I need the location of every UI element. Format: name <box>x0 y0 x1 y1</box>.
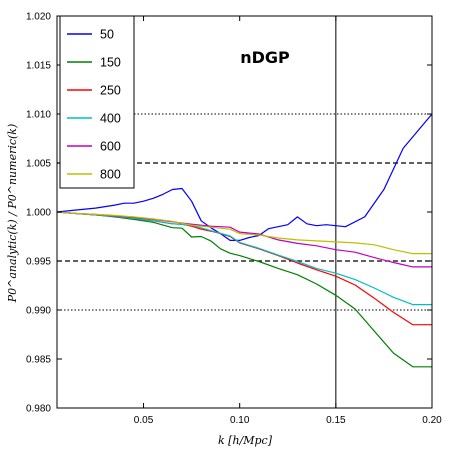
series-line-400 <box>56 211 432 306</box>
chart-title: nDGP <box>240 48 290 67</box>
legend: 50 150 250 400 600 800 <box>59 15 135 189</box>
y-tick-label: 0.995 <box>26 257 51 268</box>
series-line-150 <box>56 211 432 368</box>
legend-label-400: 400 <box>100 112 121 126</box>
y-tick-label: 1.010 <box>26 110 51 121</box>
legend-label-800: 800 <box>100 168 121 182</box>
x-tick-label: 0.10 <box>230 415 250 426</box>
x-tick-label: 0.20 <box>422 415 442 426</box>
legend-label-50: 50 <box>100 28 114 42</box>
x-tick-label: 0.05 <box>134 415 154 426</box>
y-tick-label: 1.020 <box>26 12 51 23</box>
y-axis-label: P0^analytic(k) / P0^numeric(k) <box>6 124 19 304</box>
series-layer <box>56 113 433 368</box>
y-tick-label: 0.985 <box>26 355 51 366</box>
y-tick-label: 0.980 <box>26 404 51 415</box>
x-tick-label: 0.15 <box>326 415 346 426</box>
reference-lines <box>57 16 432 408</box>
series-line-800 <box>56 211 432 255</box>
y-tick-label: 1.005 <box>26 159 51 170</box>
y-tick-label: 0.990 <box>26 306 51 317</box>
legend-label-600: 600 <box>100 140 121 154</box>
legend-label-150: 150 <box>100 56 121 70</box>
y-tick-label: 1.000 <box>26 208 51 219</box>
legend-label-250: 250 <box>100 84 121 98</box>
ticks-layer: 0.05 0.10 0.15 0.20 0.980 0.985 0.990 0.995 1.00… <box>26 12 442 427</box>
x-axis-label: k [h/Mpc] <box>218 434 273 447</box>
legend-box <box>59 15 135 189</box>
y-tick-label: 1.015 <box>26 61 51 72</box>
